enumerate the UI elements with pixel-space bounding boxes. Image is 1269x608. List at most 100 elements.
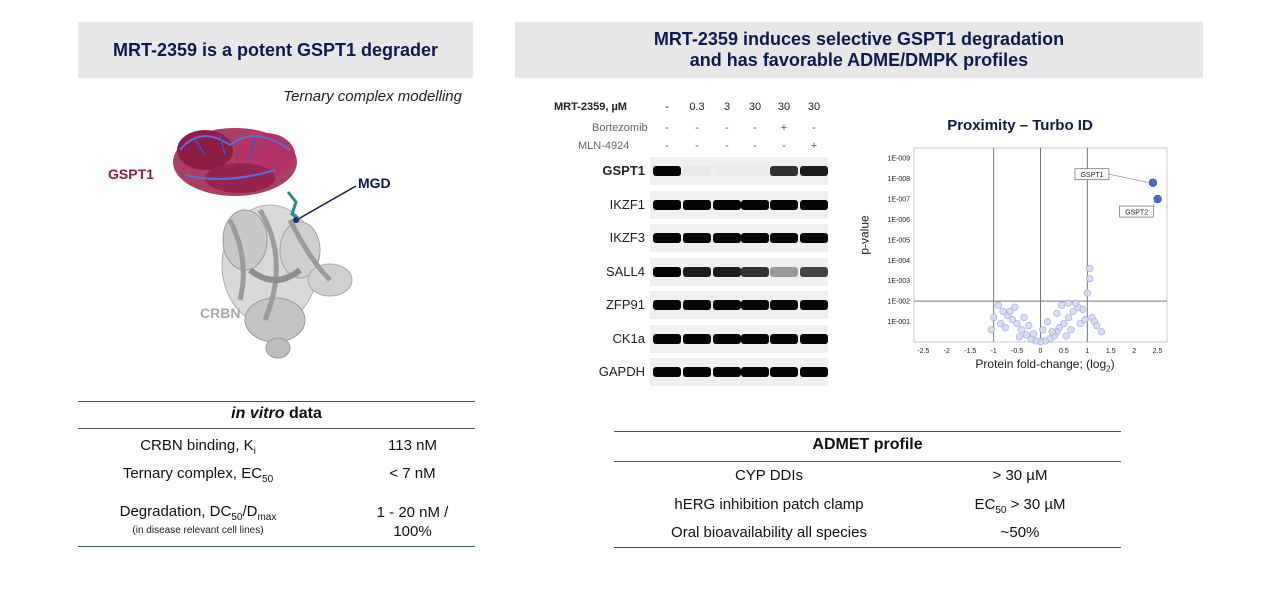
blot-protein-label: SALL4 (605, 263, 645, 279)
highlight-label: GSPT2 (1125, 209, 1148, 216)
treatment-value: - (782, 140, 786, 152)
blot-band (713, 199, 741, 210)
invitro-table-bottom-rule (78, 546, 475, 547)
mgd-molecule (286, 185, 357, 223)
invitro-heading-italic: in vitro (231, 405, 285, 422)
volcano-xlabel: Protein fold-change; (log2) (975, 357, 1115, 374)
y-tick-label: 1E-002 (887, 299, 910, 306)
invitro-row-value: 1 - 20 nM /100% (376, 504, 449, 540)
data-point (1029, 330, 1038, 338)
gspt1-structure (173, 128, 297, 196)
data-point (1022, 331, 1031, 339)
treatment-value: + (780, 122, 788, 134)
admet-row-label: Oral bioavailability all species (671, 524, 867, 541)
data-point (1013, 319, 1021, 328)
blot-band (713, 233, 741, 243)
data-point (1048, 328, 1056, 336)
admet-row-value: ~50% (1000, 524, 1040, 541)
blot-band (770, 333, 798, 344)
data-point (1060, 319, 1068, 328)
blot-band (713, 166, 741, 176)
blot-band (653, 266, 681, 277)
data-point (989, 313, 998, 322)
treatment-value: 0.3 (689, 101, 705, 113)
invitro-row-label: CRBN binding, Ki (140, 437, 256, 457)
x-tick-label: 0.5 (1059, 348, 1069, 355)
data-point (999, 307, 1007, 316)
modelling-caption: Ternary complex modelling (283, 88, 462, 105)
highlight-leader (1108, 173, 1150, 184)
data-point (1064, 313, 1073, 322)
blot-band (653, 199, 681, 210)
treatment-value: - (753, 122, 757, 134)
blot-band (683, 300, 711, 310)
blot-band (741, 199, 769, 210)
x-tick-label: -1.5 (964, 348, 976, 355)
highlight-point (1148, 178, 1158, 187)
data-point (1025, 322, 1033, 330)
admet-row-value: > 30 µM (992, 467, 1048, 484)
treatment-value: - (753, 140, 757, 152)
data-point (1008, 315, 1017, 324)
data-point (1076, 319, 1084, 328)
treatment-value: - (725, 140, 729, 152)
x-tick-label: -1 (991, 348, 997, 355)
blot-band (800, 199, 828, 210)
data-point (1011, 303, 1019, 311)
data-point (1069, 307, 1077, 316)
data-point (1062, 332, 1070, 340)
admet-row-label: hERG inhibition patch clamp (674, 496, 864, 513)
y-tick-label: 1E-003 (887, 278, 910, 285)
treatment-value: - (812, 122, 816, 134)
invitro-row-note: (in disease relevant cell lines) (132, 525, 264, 536)
treatment-value: - (665, 140, 669, 152)
blot-protein-label: GSPT1 (602, 163, 645, 178)
blot-band (683, 199, 711, 210)
data-point (987, 326, 995, 334)
highlight-leader (1153, 199, 1155, 212)
treatment-label: Bortezomib (592, 122, 648, 134)
data-point (1086, 275, 1094, 283)
blot-band (713, 333, 741, 344)
admet-header-rule (614, 461, 1121, 462)
blot-band (653, 300, 681, 310)
data-point (1001, 324, 1010, 332)
x-tick-label: 2.5 (1153, 348, 1163, 355)
blot-band (713, 367, 741, 377)
volcano-ylabel: p-value (857, 215, 872, 255)
treatment-label: MLN-4924 (578, 140, 630, 152)
blot-band (653, 166, 681, 176)
crbn-structure (221, 204, 353, 359)
y-tick-label: 1E-004 (887, 258, 910, 265)
crbn-label: CRBN (200, 305, 241, 321)
data-point (1083, 289, 1092, 297)
data-point (1081, 315, 1089, 324)
blot-protein-label: IKZF1 (609, 196, 645, 212)
blot-band (741, 233, 769, 243)
blot-band (741, 166, 769, 176)
blot-band (713, 300, 741, 310)
invitro-table-top-rule (78, 401, 475, 402)
admet-row-label: CYP DDIs (734, 467, 804, 484)
treatment-value: + (810, 140, 818, 152)
y-tick-label: 1E-007 (887, 197, 910, 204)
treatment-value: - (665, 101, 669, 113)
blot-band (770, 199, 798, 210)
blot-protein-label: ZFP91 (605, 297, 645, 312)
blot-band (741, 333, 769, 344)
blot-protein-label: GAPDH (598, 364, 645, 379)
right-title-line2: and has favorable ADME/DMPK profiles (689, 50, 1029, 70)
data-point (994, 301, 1002, 309)
treatment-value: - (725, 122, 729, 134)
x-tick-label: -2.5 (917, 348, 929, 355)
admet-top-rule (614, 431, 1121, 432)
data-point (1043, 317, 1052, 326)
data-point (1039, 326, 1047, 334)
blot-band (770, 266, 798, 277)
ternary-complex-image (173, 128, 357, 359)
treatment-value: - (665, 122, 669, 134)
highlight-label: GSPT1 (1080, 172, 1103, 179)
blot-band (683, 333, 711, 344)
volcano-plot: 1E-009 1E-008 1E-007 1E-006 1E-005 1E-004 1E-0… (887, 147, 1168, 355)
blot-band (653, 233, 681, 243)
